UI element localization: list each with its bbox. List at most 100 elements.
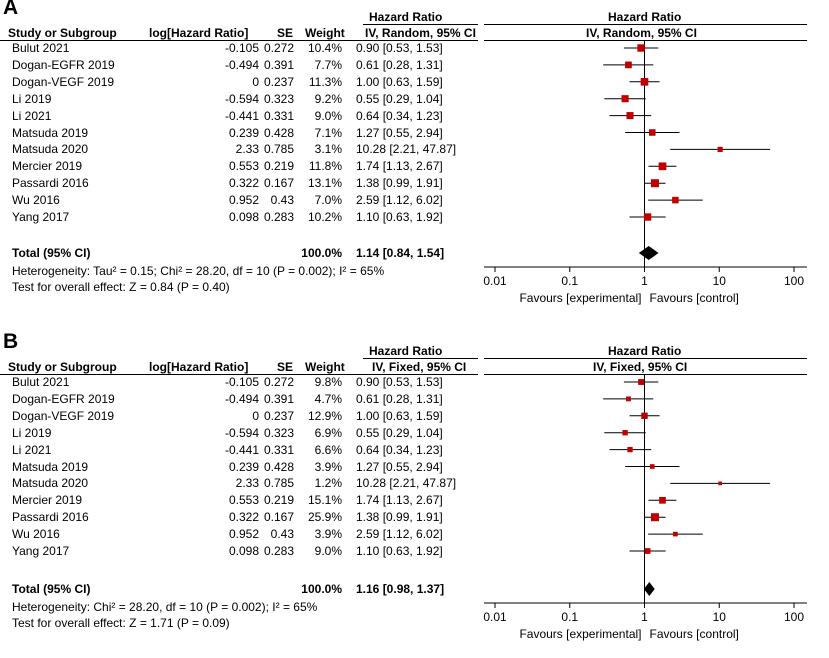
effect-marker <box>658 162 667 171</box>
log-hr-value: -0.494 <box>224 57 259 72</box>
se-value: 0.428 <box>263 459 294 474</box>
x-tick-label: 10 <box>713 610 727 624</box>
header-underline <box>484 40 807 41</box>
se-value: 0.237 <box>263 74 294 89</box>
heterogeneity-text: Heterogeneity: Tau² = 0.15; Chi² = 28.20… <box>12 264 385 278</box>
x-tick-label: 1 <box>641 610 648 624</box>
se-value: 0.283 <box>263 210 294 224</box>
weight-column-header: Weight <box>305 360 345 374</box>
log-hr-column-header: log[Hazard Ratio] <box>149 360 249 374</box>
se-value: 0.785 <box>263 476 294 491</box>
effect-marker <box>673 531 678 537</box>
table-row: Passardi 2016 0.322 0.167 25.9% 1.38 [0.99, … <box>0 510 480 526</box>
weight-value: 11.3% <box>308 74 342 89</box>
study-name: Dogan-EGFR 2019 <box>12 391 115 406</box>
study-name: Wu 2016 <box>12 527 60 542</box>
table-row: Wu 2016 0.952 0.43 3.9% 2.59 [1.12, 6.02] <box>0 527 480 543</box>
log-hr-value: 0.952 <box>228 527 259 542</box>
se-value: 0.43 <box>270 193 294 208</box>
weight-value: 3.1% <box>314 142 342 157</box>
weight-value: 9.2% <box>314 91 342 106</box>
total-label: Total (95% CI) <box>12 246 91 260</box>
table-row: Yang 2017 0.098 0.283 9.0% 1.10 [0.63, 1.92] <box>0 544 480 560</box>
weight-value: 9.8% <box>314 375 342 389</box>
se-column-header: SE <box>277 360 294 374</box>
se-value: 0.167 <box>263 510 294 525</box>
log-hr-value: 0 <box>252 74 259 89</box>
favours-experimental-label: Favours [experimental] <box>519 627 641 641</box>
se-value: 0.272 <box>263 41 294 55</box>
table-row: Matsuda 2020 2.33 0.785 1.2% 10.28 [2.21, 47… <box>0 476 480 492</box>
plot-column-title: Hazard Ratio <box>608 10 682 24</box>
weight-value: 10.4% <box>307 41 342 55</box>
weight-value: 10.2% <box>307 210 342 224</box>
weight-value: 13.1% <box>307 176 342 191</box>
hr-ci-value: 10.28 [2.21, 47.87] <box>356 142 457 157</box>
study-name: Li 2019 <box>12 425 52 440</box>
log-hr-value: -0.105 <box>224 375 259 389</box>
study-name: Passardi 2016 <box>12 176 89 191</box>
effect-marker <box>627 446 633 453</box>
se-value: 0.283 <box>263 544 294 558</box>
log-hr-value: 0.239 <box>228 125 259 140</box>
study-name: Mercier 2019 <box>12 159 83 174</box>
table-row: Li 2019 -0.594 0.323 6.9% 0.55 [0.29, 1.04] <box>0 426 480 442</box>
panel-b: B Hazard Ratio Hazard Ratio Study or Sub… <box>0 330 829 658</box>
se-value: 0.219 <box>263 159 294 174</box>
effect-marker <box>621 95 629 103</box>
table-row: Dogan-EGFR 2019 -0.494 0.391 4.7% 0.61 [0.28… <box>0 392 480 408</box>
table-row: Matsuda 2019 0.239 0.428 3.9% 1.27 [0.55, 2.… <box>0 460 480 476</box>
table-row: Li 2021 -0.441 0.331 9.0% 0.64 [0.34, 1.23] <box>0 109 480 125</box>
effect-marker <box>643 213 652 221</box>
hr-ci-value: 1.00 [0.63, 1.59] <box>356 408 443 423</box>
study-name: Matsuda 2019 <box>12 459 89 474</box>
weight-value: 11.8% <box>308 159 342 174</box>
log-hr-value: 0.553 <box>228 159 259 174</box>
weight-value: 7.0% <box>314 193 342 208</box>
effect-marker <box>644 548 651 554</box>
se-value: 0.391 <box>263 57 294 72</box>
total-row: Total (95% CI) 100.0% 1.16 [0.98, 1.37] <box>0 582 480 598</box>
effect-marker <box>637 44 645 52</box>
weight-value: 12.9% <box>307 408 342 423</box>
log-hr-value: 0.553 <box>228 493 259 508</box>
weight-value: 1.2% <box>314 476 342 491</box>
table-row: Bulut 2021 -0.105 0.272 10.4% 0.90 [0.53, 1.… <box>0 41 480 57</box>
table-row: Dogan-EGFR 2019 -0.494 0.391 7.7% 0.61 [0.28… <box>0 58 480 74</box>
log-hr-value: 2.33 <box>235 142 259 157</box>
hr-ci-value: 0.61 [0.28, 1.31] <box>356 391 443 406</box>
header-rule <box>484 24 807 25</box>
weight-value: 7.7% <box>314 57 342 72</box>
plot-ci-header: IV, Random, 95% CI <box>586 26 697 40</box>
log-hr-value: -0.594 <box>224 91 259 106</box>
effect-marker <box>638 379 645 385</box>
study-name: Bulut 2021 <box>12 375 70 389</box>
x-tick-label: 100 <box>784 274 804 288</box>
hr-ci-value: 1.10 [0.63, 1.92] <box>356 210 443 224</box>
hr-ci-value: 1.38 [0.99, 1.91] <box>356 176 443 191</box>
hr-ci-value: 1.10 [0.63, 1.92] <box>356 544 443 558</box>
hr-ci-value: 1.00 [0.63, 1.59] <box>356 74 443 89</box>
effect-marker <box>622 430 628 436</box>
total-weight: 100.0% <box>301 582 342 596</box>
effect-marker <box>672 196 679 204</box>
header-underline <box>0 40 478 41</box>
hr-ci-value: 0.90 [0.53, 1.53] <box>356 41 443 55</box>
favours-experimental-label: Favours [experimental] <box>519 291 641 305</box>
study-name: Li 2021 <box>12 442 52 457</box>
log-hr-value: -0.105 <box>224 41 259 55</box>
log-hr-value: 0.098 <box>228 210 259 224</box>
study-name: Li 2021 <box>12 108 52 123</box>
study-name: Mercier 2019 <box>12 493 83 508</box>
plot-ci-header: IV, Fixed, 95% CI <box>593 360 688 374</box>
log-hr-value: 0 <box>252 408 259 423</box>
study-name: Yang 2017 <box>12 210 70 224</box>
x-tick-label: 0.01 <box>483 274 507 288</box>
weight-value: 4.7% <box>314 391 342 406</box>
effect-marker <box>718 481 722 486</box>
hr-ci-value: 1.38 [0.99, 1.91] <box>356 510 443 525</box>
hr-column-title: Hazard Ratio <box>369 344 443 358</box>
hr-ci-value: 1.74 [1.13, 2.67] <box>356 493 443 508</box>
hr-ci-value: 1.27 [0.55, 2.94] <box>356 125 443 140</box>
hr-ci-value: 1.74 [1.13, 2.67] <box>356 159 443 174</box>
